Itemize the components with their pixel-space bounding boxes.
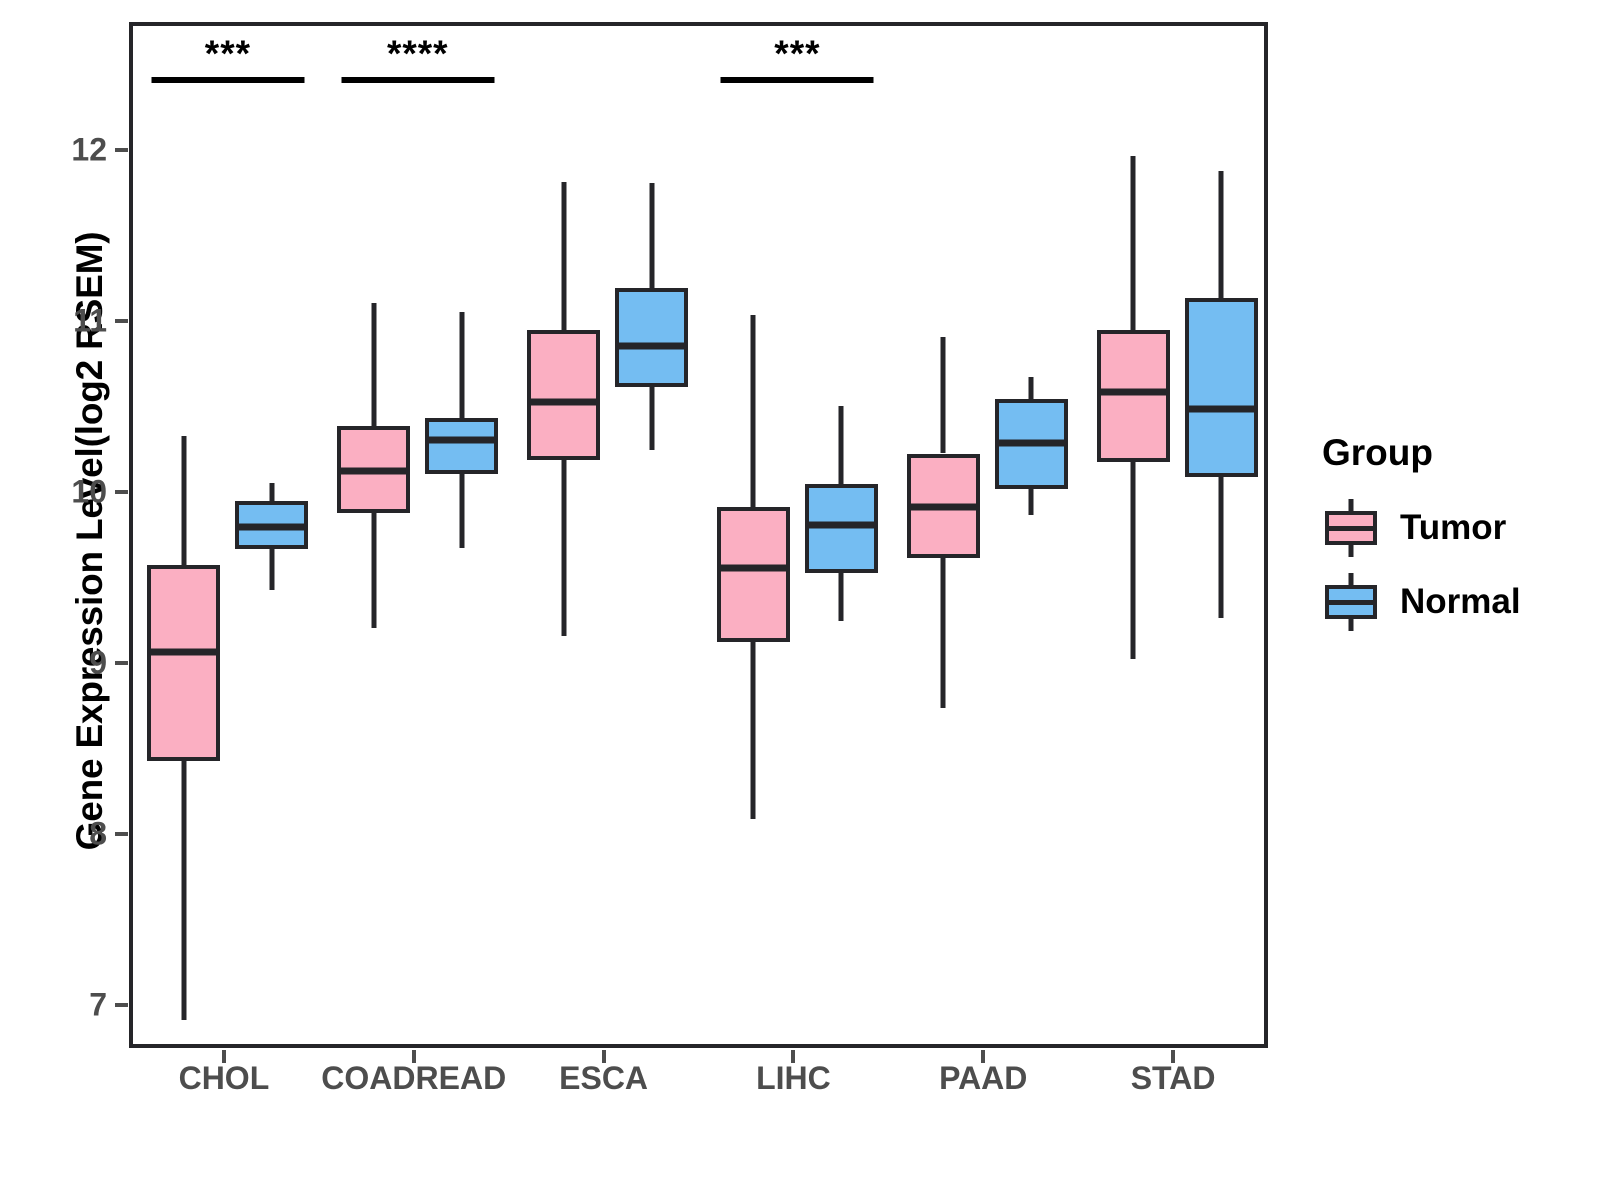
y-tick-label: 11: [73, 302, 107, 339]
x-tick-label-lihc: LIHC: [756, 1060, 831, 1096]
box-stad-tumor: [1096, 330, 1170, 463]
legend-item-tumor[interactable]: Tumor: [1322, 496, 1592, 560]
whisker-lower: [181, 761, 187, 1020]
x-tick-label-paad: PAAD: [939, 1060, 1028, 1096]
box-chol-tumor: [147, 564, 221, 762]
legend: Group Tumor Normal: [1322, 432, 1592, 644]
box-esca-tumor: [527, 330, 601, 461]
x-tick-mark: [1171, 1050, 1176, 1063]
whisker-upper: [1130, 155, 1136, 331]
box-coadread-normal: [425, 417, 499, 474]
median-line: [425, 436, 499, 444]
whisker-lower: [649, 386, 655, 451]
x-tick-mark: [981, 1050, 986, 1063]
y-tick-mark: [115, 661, 128, 666]
x-tick-mark: [601, 1050, 606, 1063]
whisker-lower: [269, 549, 275, 591]
median-line: [235, 523, 309, 531]
legend-title: Group: [1322, 432, 1433, 473]
whisker-upper: [371, 303, 377, 427]
whisker-lower: [1130, 462, 1136, 659]
y-tick-label: 8: [89, 815, 107, 852]
median-line: [615, 342, 689, 350]
legend-key-tumor-icon: [1322, 499, 1380, 557]
whisker-upper: [838, 405, 844, 485]
legend-item-normal[interactable]: Normal: [1322, 570, 1592, 634]
y-tick-mark: [115, 832, 128, 837]
whisker-upper: [1028, 376, 1034, 399]
whisker-upper: [269, 482, 275, 502]
whisker-upper: [649, 183, 655, 288]
whisker-upper: [940, 337, 946, 454]
median-line: [527, 398, 601, 406]
median-line: [337, 467, 411, 475]
median-line: [147, 648, 221, 656]
y-tick-mark: [115, 1003, 128, 1008]
y-tick-mark: [115, 319, 128, 324]
median-line: [994, 439, 1068, 447]
y-tick-mark: [115, 148, 128, 153]
whisker-lower: [750, 641, 756, 820]
whisker-upper: [561, 181, 567, 331]
y-tick-label: 12: [71, 131, 107, 168]
whisker-upper: [459, 311, 465, 418]
median-line: [906, 503, 980, 510]
x-tick-label-esca: ESCA: [559, 1060, 649, 1096]
x-tick-label-stad: STAD: [1130, 1060, 1216, 1096]
y-tick-label: 10: [71, 473, 107, 510]
box-lihc-tumor: [716, 506, 790, 642]
significance-stars: ***: [774, 33, 821, 75]
x-tick-label-chol: CHOL: [178, 1060, 270, 1096]
box-esca-normal: [615, 287, 689, 387]
whisker-upper: [1218, 171, 1224, 298]
whisker-lower: [561, 460, 567, 637]
legend-label: Normal: [1400, 582, 1521, 621]
legend-label: Tumor: [1400, 508, 1507, 547]
plot-panel: *** **** ***: [129, 22, 1268, 1048]
significance-bracket: [151, 77, 305, 84]
x-tick-mark: [791, 1050, 796, 1063]
median-line: [716, 564, 790, 572]
legend-key-normal-icon: [1322, 573, 1380, 631]
x-tick-label-coadread: COADREAD: [321, 1060, 507, 1096]
plot-area: *** **** ***: [133, 26, 1264, 1044]
significance-bracket: [720, 77, 874, 84]
significance-bracket: [341, 77, 495, 84]
y-tick-label: 7: [89, 986, 107, 1023]
significance-stars: ***: [204, 33, 252, 75]
legend-entries: Tumor Normal: [1322, 496, 1592, 634]
y-tick-label: 9: [89, 644, 107, 681]
median-line: [1184, 405, 1258, 413]
median-line: [1096, 388, 1170, 396]
whisker-lower: [838, 573, 844, 622]
whisker-upper: [181, 436, 187, 565]
whisker-lower: [940, 557, 946, 709]
x-tick-mark: [221, 1050, 226, 1063]
whisker-lower: [1028, 489, 1034, 516]
x-tick-mark: [411, 1050, 416, 1063]
whisker-lower: [459, 474, 465, 548]
significance-stars: ****: [386, 33, 449, 75]
whisker-lower: [1218, 477, 1224, 618]
median-line: [804, 521, 878, 529]
whisker-upper: [750, 314, 756, 507]
y-tick-mark: [115, 490, 128, 495]
box-stad-normal: [1184, 297, 1258, 478]
whisker-lower: [371, 513, 377, 628]
